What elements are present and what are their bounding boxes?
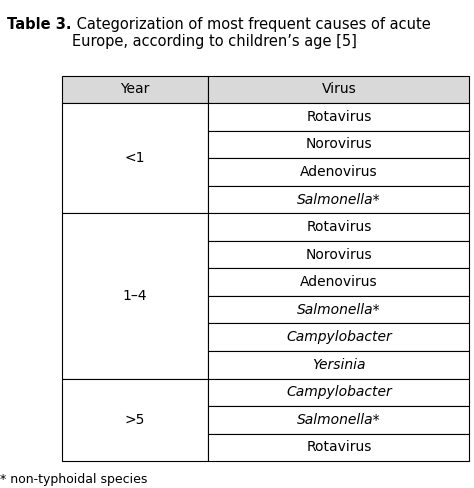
- Bar: [209, 434, 469, 461]
- Text: Norovirus: Norovirus: [306, 138, 372, 151]
- Bar: [209, 351, 469, 379]
- Bar: [209, 213, 469, 241]
- Text: Yersinia: Yersinia: [312, 358, 365, 372]
- Bar: [62, 379, 209, 461]
- Bar: [62, 213, 209, 379]
- Text: Campylobacter: Campylobacter: [286, 330, 392, 344]
- Bar: [209, 296, 469, 324]
- Bar: [209, 103, 469, 131]
- Text: >5: >5: [125, 413, 145, 427]
- Text: Year: Year: [120, 82, 150, 97]
- Bar: [209, 131, 469, 158]
- Bar: [209, 241, 469, 268]
- Text: Rotavirus: Rotavirus: [306, 110, 372, 124]
- Text: Salmonella*: Salmonella*: [297, 303, 381, 317]
- Text: 1–4: 1–4: [123, 289, 147, 303]
- Text: Virus: Virus: [321, 82, 356, 97]
- Text: Table 3.: Table 3.: [7, 17, 72, 32]
- Text: Rotavirus: Rotavirus: [306, 220, 372, 234]
- Text: Categorization of most frequent causes of acute
Europe, according to children’s : Categorization of most frequent causes o…: [72, 17, 430, 49]
- Bar: [209, 406, 469, 434]
- Text: Salmonella*: Salmonella*: [297, 193, 381, 206]
- Bar: [62, 103, 209, 213]
- Bar: [209, 268, 469, 296]
- Bar: [209, 186, 469, 213]
- Text: <1: <1: [125, 151, 145, 165]
- Text: Campylobacter: Campylobacter: [286, 386, 392, 399]
- Bar: [62, 76, 209, 103]
- Text: Salmonella*: Salmonella*: [297, 413, 381, 427]
- Bar: [209, 158, 469, 186]
- Bar: [209, 76, 469, 103]
- Text: Adenovirus: Adenovirus: [300, 275, 378, 289]
- Text: Rotavirus: Rotavirus: [306, 440, 372, 454]
- Text: Adenovirus: Adenovirus: [300, 165, 378, 179]
- Bar: [209, 324, 469, 351]
- Bar: [209, 379, 469, 406]
- Text: * non-typhoidal species: * non-typhoidal species: [0, 473, 147, 487]
- Text: Norovirus: Norovirus: [306, 247, 372, 262]
